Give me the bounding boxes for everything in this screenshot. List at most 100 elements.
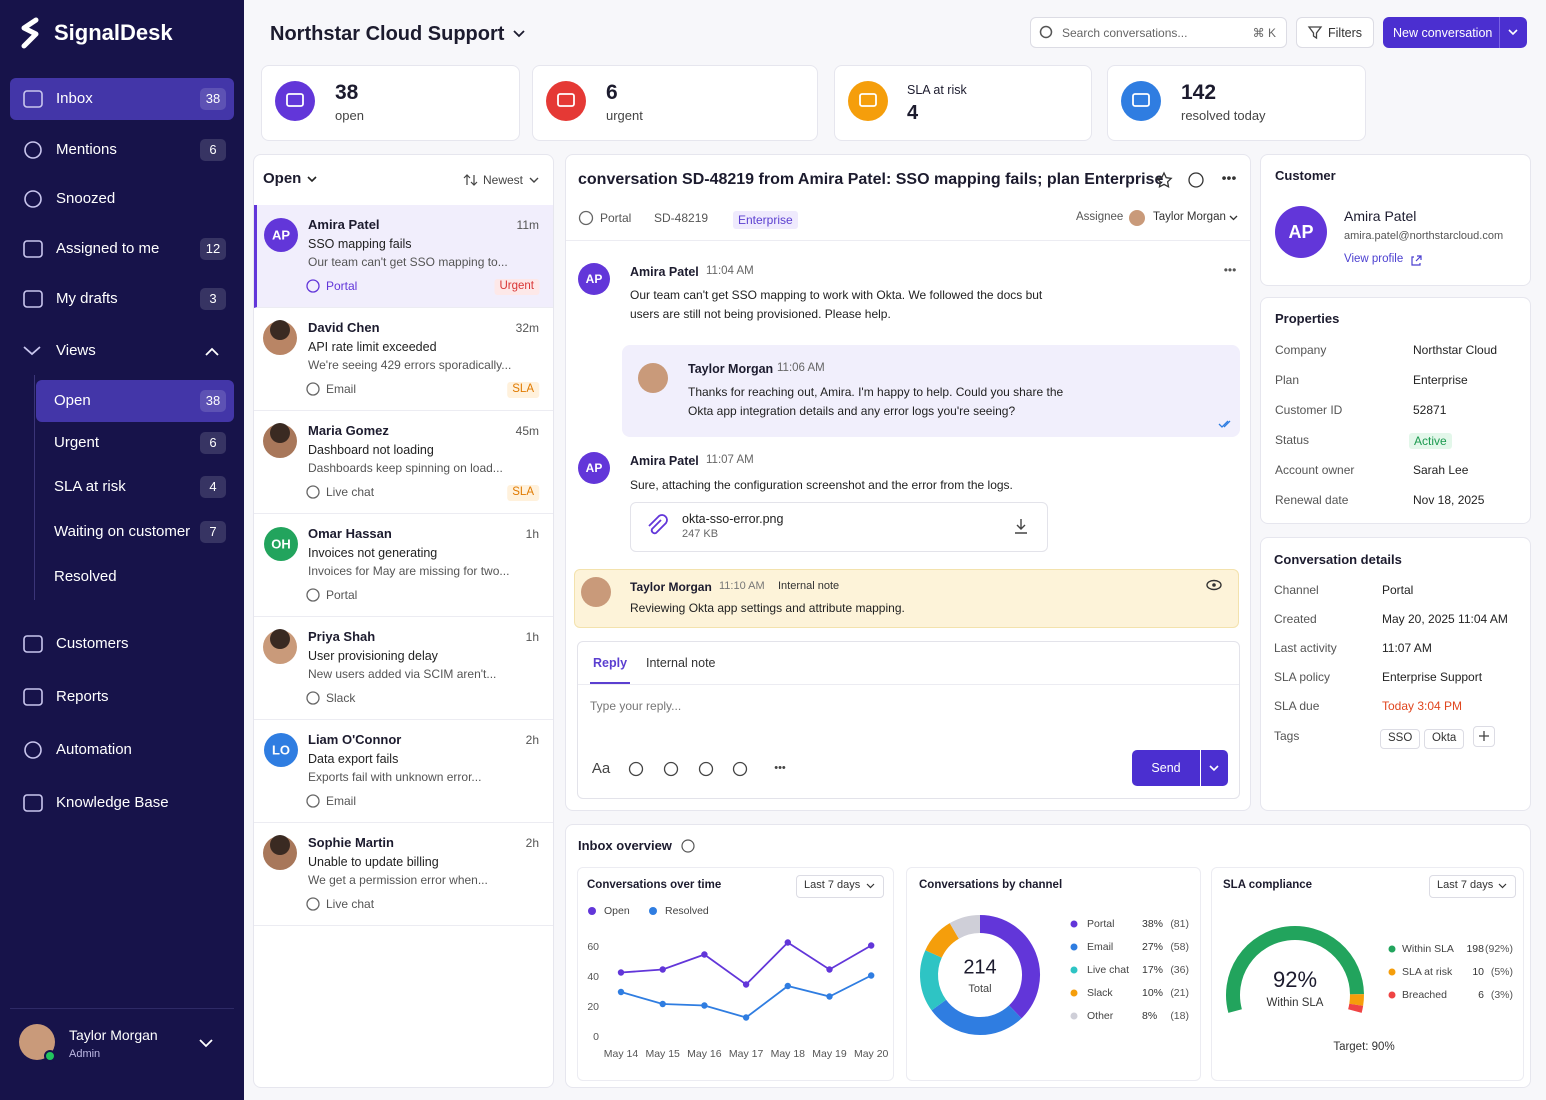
item-preview: New users added via SCIM aren't... bbox=[308, 666, 497, 681]
stat-card bbox=[1107, 65, 1366, 141]
list-item[interactable] bbox=[254, 617, 553, 720]
filters-label: Filters bbox=[1328, 25, 1363, 40]
item-channel: Email bbox=[326, 381, 357, 396]
list-item[interactable] bbox=[254, 720, 553, 823]
chart-card bbox=[577, 867, 894, 1081]
property-label: Account owner bbox=[1275, 462, 1355, 477]
property-value: Enterprise bbox=[1413, 372, 1468, 387]
composer-tab[interactable]: Reply bbox=[593, 655, 628, 670]
list-item[interactable] bbox=[254, 308, 553, 411]
legend-count: (21) bbox=[1170, 986, 1189, 999]
legend-label: Open bbox=[604, 904, 630, 917]
detail-label: Channel bbox=[1274, 582, 1319, 597]
message-author: Amira Patel bbox=[630, 264, 699, 279]
nav-badge bbox=[200, 432, 226, 454]
item-preview: We're seeing 429 errors sporadically... bbox=[308, 357, 512, 372]
stat-card bbox=[261, 65, 520, 141]
note-text: Reviewing Okta app settings and attribut… bbox=[630, 600, 905, 615]
legend-count: 198 bbox=[1466, 942, 1484, 955]
item-preview: Invoices for May are missing for two... bbox=[308, 563, 510, 578]
stat-value: 142 bbox=[1181, 81, 1217, 105]
stat-label: resolved today bbox=[1181, 108, 1266, 124]
nav-item[interactable]: Reports bbox=[56, 688, 109, 705]
nav-item[interactable]: Snoozed bbox=[56, 190, 116, 207]
item-tag: Urgent bbox=[494, 279, 539, 295]
send-label: Send bbox=[1151, 760, 1181, 775]
legend-share: 27% bbox=[1142, 940, 1164, 953]
message-author: Taylor Morgan bbox=[688, 361, 774, 376]
detail-value: Enterprise Support bbox=[1382, 669, 1483, 684]
composer-tab[interactable]: Internal note bbox=[646, 655, 716, 670]
nav-item[interactable]: Open bbox=[54, 392, 91, 409]
new-button[interactable] bbox=[1383, 17, 1527, 48]
list-filter[interactable]: Open bbox=[263, 170, 302, 187]
detail-label: Created bbox=[1274, 611, 1317, 626]
send-button[interactable] bbox=[1132, 750, 1200, 786]
nav-count: 7 bbox=[209, 524, 217, 540]
nav-item[interactable]: Waiting on customer bbox=[54, 523, 191, 540]
profile-link[interactable]: View profile bbox=[1344, 253, 1404, 266]
legend-count: (81) bbox=[1170, 917, 1189, 930]
legend-label: Live chat bbox=[1087, 963, 1130, 976]
divider bbox=[578, 684, 1239, 685]
nav-item[interactable]: Knowledge Base bbox=[56, 794, 169, 811]
item-name: David Chen bbox=[308, 320, 380, 336]
nav-item[interactable]: Urgent bbox=[54, 434, 100, 451]
range-select[interactable] bbox=[1429, 875, 1516, 898]
property-value: Active bbox=[1409, 432, 1452, 450]
sidebar-divider bbox=[10, 1008, 234, 1009]
item-subject: User provisioning delay bbox=[308, 648, 438, 663]
detail-label: Last activity bbox=[1274, 640, 1337, 655]
add-tag[interactable] bbox=[1473, 726, 1495, 747]
nav-item[interactable]: Automation bbox=[56, 741, 132, 758]
nav-item[interactable]: Resolved bbox=[54, 568, 117, 585]
search-box[interactable] bbox=[1030, 17, 1287, 48]
nav-item[interactable]: My drafts bbox=[56, 290, 118, 307]
nav-badge bbox=[200, 139, 226, 161]
legend-share: (92%) bbox=[1484, 942, 1513, 955]
legend-label: Portal bbox=[1087, 917, 1115, 930]
detail-label: SLA due bbox=[1274, 698, 1320, 713]
list-item[interactable] bbox=[254, 823, 553, 926]
message-text: Thanks for reaching out, Amira. I'm happ… bbox=[688, 385, 1064, 418]
agent-bubble bbox=[622, 345, 1240, 437]
views-header[interactable]: Views bbox=[56, 342, 96, 359]
property-label: Plan bbox=[1275, 372, 1300, 387]
list-sort[interactable]: Newest bbox=[483, 172, 524, 187]
attachment[interactable] bbox=[630, 502, 1048, 552]
item-subject: SSO mapping fails bbox=[308, 236, 412, 251]
legend-share: 17% bbox=[1142, 963, 1164, 976]
message-time: 11:04 AM bbox=[706, 265, 754, 278]
list-item[interactable] bbox=[254, 411, 553, 514]
nav-item[interactable]: Customers bbox=[56, 635, 129, 652]
legend-label: Breached bbox=[1402, 988, 1447, 1001]
legend-count: (58) bbox=[1170, 940, 1189, 953]
meta-plan: Enterprise bbox=[733, 210, 798, 230]
item-time: 2h bbox=[525, 732, 539, 747]
nav-badge bbox=[200, 238, 226, 260]
nav-count: 6 bbox=[209, 142, 217, 158]
assignee-name[interactable]: Taylor Morgan bbox=[1153, 211, 1226, 224]
nav-count: 12 bbox=[205, 241, 221, 257]
new-split bbox=[1499, 17, 1500, 48]
legend-share: 38% bbox=[1142, 917, 1164, 930]
search-shortcut: ⌘ K bbox=[1252, 25, 1276, 40]
workspace[interactable]: Northstar Cloud Support bbox=[270, 23, 505, 45]
nav-item[interactable]: Mentions bbox=[56, 141, 117, 158]
stat-value: 4 bbox=[907, 102, 919, 124]
item-channel: Email bbox=[326, 793, 357, 808]
property-label: Renewal date bbox=[1275, 492, 1349, 507]
range-select[interactable] bbox=[796, 875, 884, 898]
nav-active bbox=[10, 78, 234, 120]
format-button[interactable]: Aa bbox=[591, 760, 611, 777]
nav-item[interactable]: Inbox bbox=[56, 90, 93, 107]
list-item[interactable] bbox=[254, 514, 553, 617]
nav-count: 6 bbox=[209, 435, 217, 451]
composer-placeholder: Type your reply... bbox=[590, 698, 682, 713]
nav-item[interactable]: SLA at risk bbox=[54, 478, 126, 495]
detail-label: Tags bbox=[1274, 728, 1300, 743]
send-split[interactable] bbox=[1201, 750, 1228, 786]
tab-underline bbox=[590, 682, 630, 684]
nav-item[interactable]: Assigned to me bbox=[56, 240, 160, 257]
